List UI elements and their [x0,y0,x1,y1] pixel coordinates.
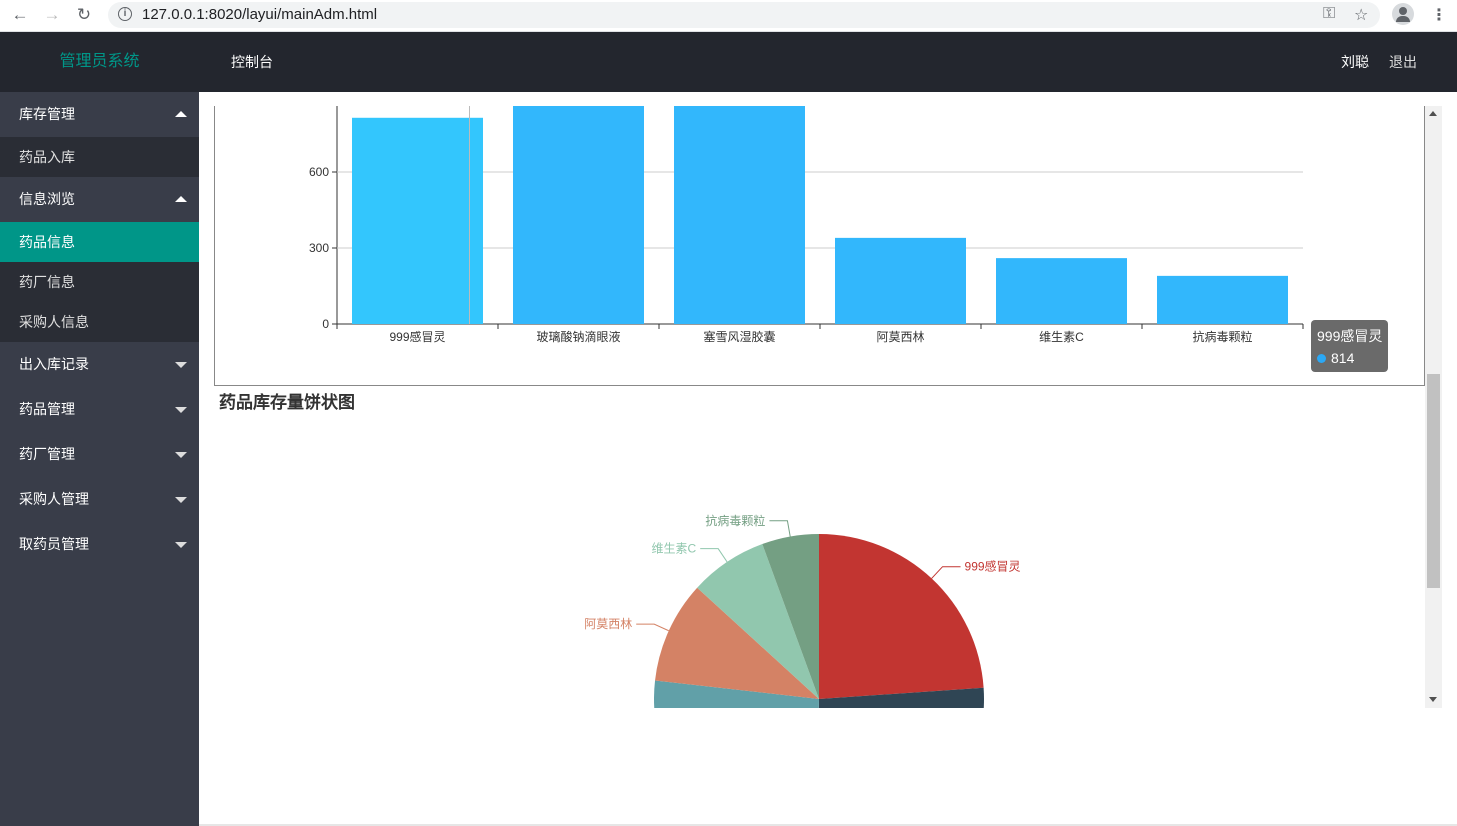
sidebar-item-drug-info[interactable]: 药品信息 [0,222,199,262]
pie-label: 抗病毒颗粒 [705,513,765,528]
pie-label: 阿莫西林 [584,617,632,631]
x-tick-label: 塞雪风湿胶囊 [703,329,775,344]
forward-icon[interactable]: → [43,5,61,24]
sidebar-item-purchaser-info[interactable]: 采购人信息 [0,302,199,342]
caret-down-icon [175,452,187,458]
bar [835,237,966,324]
sidebar-group-stock-records[interactable]: 出入库记录 [0,342,199,387]
tooltip-title: 999感冒灵 [1317,328,1383,344]
pie-label: 维生素C [652,542,697,556]
pie-label-line [769,520,791,537]
pie-slice [697,544,819,699]
reload-icon[interactable]: ↻ [76,5,92,24]
pie-label-line [636,623,669,632]
sidebar-group-label: 库存管理 [19,106,75,122]
bar-chart: 0 300 600 999感冒灵 玻璃酸钠滴眼液 塞雪风湿胶囊 阿莫西林 维生素C 抗病毒颗粒 [309,106,1304,344]
nav-console[interactable]: 控制台 [231,54,273,70]
sidebar-group-factory-manage[interactable]: 药厂管理 [0,432,199,477]
url-text[interactable]: 127.0.0.1:8020/layui/mainAdm.html [142,6,378,23]
content-iframe[interactable]: 0 300 600 999感冒灵 玻璃酸钠滴眼液 塞雪风湿胶囊 阿莫西林 维生素C 抗病毒颗粒 … [214,106,1442,708]
caret-down-icon [175,497,187,503]
caret-down-icon [175,542,187,548]
address-bar[interactable]: i 127.0.0.1:8020/layui/mainAdm.html ⚿ ☆ [108,2,1380,28]
y-tick-label: 600 [309,165,329,179]
user-name[interactable]: 刘聪 [1341,54,1369,70]
sidebar-group-info-browse[interactable]: 信息浏览 [0,177,199,222]
x-tick-label: 999感冒灵 [389,329,445,344]
pie-label-line [700,548,728,563]
pie-chart-title: 药品库存量饼状图 [219,393,355,412]
sidebar-group-label: 药品管理 [19,401,75,417]
main-content: 0 300 600 999感冒灵 玻璃酸钠滴眼液 塞雪风湿胶囊 阿莫西林 维生素C 抗病毒颗粒 … [199,92,1457,824]
sidebar-item-factory-info[interactable]: 药厂信息 [0,262,199,302]
sidebar-group-label: 取药员管理 [19,536,89,552]
back-icon[interactable]: ← [11,5,29,24]
pie-slice [654,680,819,708]
y-tick-label: 300 [309,241,329,255]
bar [352,117,483,324]
caret-down-icon [175,362,187,368]
sidebar-group-inventory[interactable]: 库存管理 [0,92,199,137]
chart-tooltip: 999感冒灵 814 [1311,320,1388,372]
caret-down-icon [175,407,187,413]
more-menu-icon[interactable]: ⋮ [1431,7,1447,24]
bar [996,258,1127,324]
sidebar-group-label: 采购人管理 [19,491,89,507]
x-tick-label: 维生素C [1039,330,1084,344]
sidebar: 库存管理 药品入库 信息浏览 药品信息 药厂信息 采购人信息 出入库记录 药品管… [0,92,199,826]
scroll-up-icon[interactable] [1429,111,1437,116]
bar [1157,275,1288,324]
sidebar-group-label: 信息浏览 [19,191,75,207]
x-tick-label: 抗病毒颗粒 [1192,329,1252,344]
sidebar-group-label: 出入库记录 [19,356,89,372]
tooltip-value: 814 [1331,350,1355,366]
sidebar-group-drug-manage[interactable]: 药品管理 [0,387,199,432]
browser-toolbar: ← → ↻ i 127.0.0.1:8020/layui/mainAdm.htm… [0,0,1457,32]
app-header: 管理员系统 控制台 刘聪 退出 [0,32,1457,92]
pie-slice [762,534,819,699]
caret-up-icon [175,196,187,202]
pie-label: 999感冒灵 [965,559,1021,574]
sidebar-group-picker-manage[interactable]: 取药员管理 [0,522,199,567]
caret-up-icon [175,111,187,117]
vertical-scrollbar[interactable] [1425,106,1442,708]
logout-link[interactable]: 退出 [1389,54,1417,70]
content-bottom-border [199,824,1457,826]
pie-slice [818,687,984,708]
y-tick-label: 0 [322,317,329,331]
x-tick-label: 阿莫西林 [876,330,924,344]
x-tick-label: 玻璃酸钠滴眼液 [536,329,620,344]
profile-avatar-icon[interactable] [1392,3,1414,25]
pie-label-line [931,566,961,579]
star-icon[interactable]: ☆ [1354,7,1369,24]
key-icon[interactable]: ⚿ [1323,5,1336,22]
scrollbar-thumb[interactable] [1427,374,1440,588]
sidebar-item-drug-stock-in[interactable]: 药品入库 [0,137,199,177]
app-logo: 管理员系统 [59,53,140,70]
sidebar-group-purchaser-manage[interactable]: 采购人管理 [0,477,199,522]
scroll-down-icon[interactable] [1429,697,1437,702]
pie-slice [655,587,819,699]
bar [513,106,644,324]
series-dot-icon [1317,354,1326,363]
sidebar-group-label: 药厂管理 [19,446,75,462]
bar [674,106,805,324]
info-icon[interactable]: i [118,7,132,21]
bar-chart-card: 0 300 600 999感冒灵 玻璃酸钠滴眼液 塞雪风湿胶囊 阿莫西林 维生素C 抗病毒颗粒 [214,106,1425,386]
pie-slice [819,534,984,699]
